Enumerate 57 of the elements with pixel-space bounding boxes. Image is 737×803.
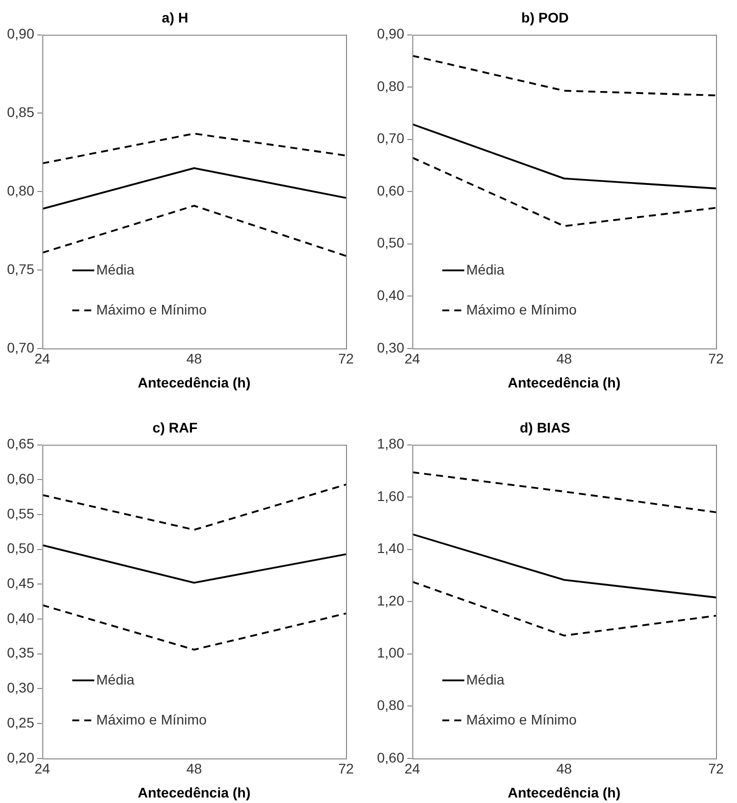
y-tick-label: 0,80 — [377, 696, 404, 713]
x-tick-label: 48 — [186, 350, 202, 367]
y-tick-label: 0,20 — [7, 749, 34, 766]
x-axis-title: Antecedência (h) — [508, 374, 621, 390]
y-tick-label: 0,35 — [7, 644, 34, 661]
y-tick-label: 0,50 — [377, 234, 404, 251]
x-tick-label: 72 — [708, 350, 724, 367]
y-tick-label: 0,55 — [7, 505, 34, 522]
legend-label: Máximo e Mínimo — [466, 711, 577, 728]
x-tick-label: 48 — [556, 350, 572, 367]
x-tick-label: 72 — [338, 760, 354, 777]
legend-label: Média — [466, 261, 505, 278]
y-tick-label: 1,40 — [377, 540, 404, 556]
y-tick-label: 0,70 — [377, 130, 404, 146]
y-tick-label: 0,60 — [7, 470, 34, 487]
y-tick-label: 0,30 — [377, 339, 404, 356]
x-tick-label: 48 — [186, 760, 202, 777]
y-tick-label: 0,40 — [7, 610, 34, 626]
legend-label: Máximo e Mínimo — [96, 711, 207, 728]
x-tick-label: 24 — [34, 350, 50, 367]
y-tick-label: 0,30 — [7, 680, 34, 696]
x-tick-label: 48 — [556, 760, 572, 777]
legend-label: Média — [96, 671, 135, 688]
legend-label: Máximo e Mínimo — [466, 301, 577, 318]
y-tick-label: 0,40 — [377, 286, 404, 303]
legend-label: Média — [96, 261, 135, 278]
y-tick-label: 0,90 — [377, 26, 404, 42]
y-tick-label: 0,85 — [7, 104, 34, 120]
y-tick-label: 1,60 — [377, 488, 404, 504]
y-tick-label: 1,00 — [377, 644, 404, 661]
y-tick-label: 0,60 — [377, 749, 404, 766]
y-tick-label: 1,20 — [377, 592, 404, 608]
y-tick-label: 0,80 — [7, 182, 34, 198]
y-tick-label: 0,90 — [7, 26, 34, 42]
x-axis-title: Antecedência (h) — [138, 374, 251, 390]
legend-label: Média — [466, 671, 505, 688]
y-tick-label: 0,70 — [7, 339, 34, 356]
chart-title: a) H — [162, 9, 188, 26]
chart-title: b) POD — [521, 9, 569, 26]
y-tick-label: 0,45 — [7, 575, 34, 592]
y-tick-label: 0,60 — [377, 182, 404, 198]
y-tick-label: 0,25 — [7, 714, 34, 730]
y-tick-label: 0,80 — [377, 78, 404, 94]
y-tick-label: 0,65 — [7, 436, 34, 452]
x-tick-label: 72 — [708, 760, 724, 777]
legend-label: Máximo e Mínimo — [96, 301, 207, 318]
y-tick-label: 0,75 — [7, 260, 34, 277]
x-tick-label: 24 — [34, 760, 50, 777]
x-tick-label: 24 — [404, 760, 420, 777]
chart-title: c) RAF — [152, 419, 198, 436]
x-tick-label: 24 — [404, 350, 420, 367]
x-axis-title: Antecedência (h) — [138, 784, 251, 800]
x-tick-label: 72 — [338, 350, 354, 367]
chart-title: d) BIAS — [520, 419, 570, 436]
x-axis-title: Antecedência (h) — [508, 784, 621, 800]
y-tick-label: 1,80 — [377, 436, 404, 452]
y-tick-label: 0,50 — [7, 540, 34, 556]
